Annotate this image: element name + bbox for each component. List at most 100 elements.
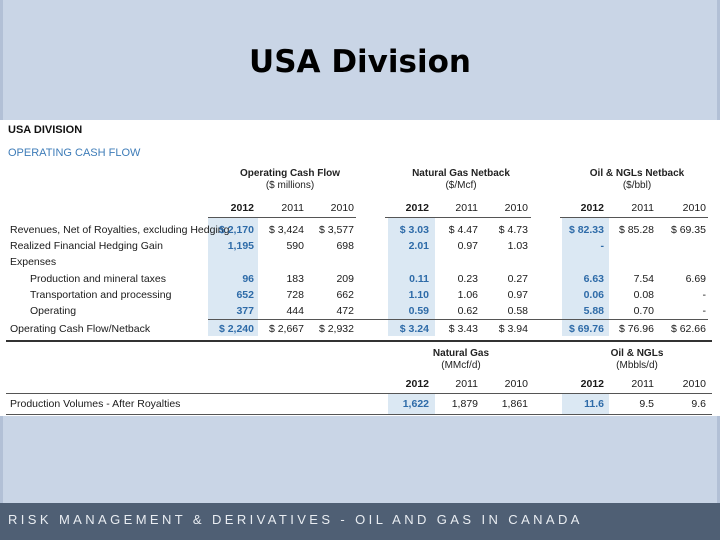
table-cell: $ 69.35	[670, 224, 706, 236]
group-unit: ($ millions)	[265, 180, 315, 191]
prod-value: 1,622	[402, 398, 429, 410]
table-cell: -	[702, 305, 707, 317]
prod-value: 11.6	[584, 398, 604, 410]
shade-col-oil-2012	[562, 218, 609, 336]
prod-group-oil: Oil & NGLs (Mbbls/d)	[572, 348, 702, 372]
table-cell: 1.10	[408, 289, 429, 301]
year-header: 2012	[580, 202, 604, 214]
year-header: 2010	[330, 202, 354, 214]
table-cell: 0.59	[408, 305, 429, 317]
row-label: Operating Cash Flow/Netback	[10, 323, 151, 335]
year-header: 2012	[405, 378, 429, 390]
slide-title: USA Division	[249, 44, 471, 80]
table-cell: 6.69	[685, 273, 706, 285]
table-cell: 0.97	[457, 240, 478, 252]
production-label: Production Volumes - After Royalties	[10, 398, 181, 410]
header-rule	[385, 217, 531, 218]
row-label: Expenses	[10, 256, 57, 268]
table-cell: 0.97	[507, 289, 528, 301]
table-cell: 209	[336, 273, 354, 285]
group-oil-netback: Oil & NGLs Netback ($/bbl)	[572, 168, 702, 192]
row-label: Realized Financial Hedging Gain	[10, 240, 163, 252]
year-header: 2011	[631, 378, 654, 390]
table-cell: $ 2,240	[218, 323, 254, 335]
table-cell: $ 62.66	[670, 323, 706, 335]
table-cell: -	[702, 289, 707, 301]
table-cell: $ 2,170	[218, 224, 254, 236]
group-unit: (MMcf/d)	[441, 360, 481, 371]
table-cell: 0.70	[633, 305, 654, 317]
table-cell: $ 82.33	[568, 224, 604, 236]
table-cell: $ 76.96	[618, 323, 654, 335]
prod-value: 9.5	[639, 398, 654, 410]
table-cell: 0.06	[583, 289, 604, 301]
table-cell: 0.62	[457, 305, 478, 317]
table-cell: $ 2,667	[268, 323, 304, 335]
division-table: USA DIVISION OPERATING CASH FLOW Operati…	[0, 120, 720, 416]
table-cell: 0.58	[507, 305, 528, 317]
year-header: 2011	[455, 202, 478, 214]
year-header: 2010	[682, 378, 706, 390]
subtotal-rule	[208, 319, 708, 320]
table-cell: $ 3,577	[318, 224, 354, 236]
table-cell: 590	[286, 240, 304, 252]
group-title: Natural Gas Netback	[412, 168, 510, 179]
year-header: 2010	[504, 378, 528, 390]
section-rule	[6, 340, 712, 342]
header-rule	[208, 217, 356, 218]
table-cell: 1.06	[457, 289, 478, 301]
row-label: Operating	[30, 305, 77, 317]
group-title: Natural Gas	[432, 348, 490, 359]
shade-col-ocf-2012	[208, 218, 258, 336]
table-cell: $ 3.24	[399, 323, 429, 335]
group-gas-netback: Natural Gas Netback ($/Mcf)	[396, 168, 526, 192]
table-cell: 0.08	[633, 289, 654, 301]
year-header: 2012	[405, 202, 429, 214]
shade-prod-gas-2012	[388, 394, 435, 414]
table-cell: 0.27	[507, 273, 528, 285]
row-label: Transportation and processing	[30, 289, 172, 301]
year-header: 2011	[455, 378, 478, 390]
group-title: Operating Cash Flow	[239, 168, 340, 179]
row-label: Production and mineral taxes	[30, 273, 166, 285]
table-cell: $ 2,932	[318, 323, 354, 335]
table-heading: USA DIVISION	[8, 124, 83, 136]
year-header: 2011	[631, 202, 654, 214]
table-cell: $ 3,424	[268, 224, 304, 236]
prod-header-rule	[6, 393, 712, 394]
shade-col-gas-2012	[388, 218, 435, 336]
group-title: Oil & NGLs Netback	[589, 168, 685, 179]
shade-prod-oil-2012	[562, 394, 609, 414]
table-cell: $ 4.73	[498, 224, 528, 236]
table-cell: 0.23	[457, 273, 478, 285]
table-subheading: OPERATING CASH FLOW	[8, 147, 141, 159]
table-cell: 377	[236, 305, 254, 317]
table-cell: 2.01	[408, 240, 429, 252]
prod-group-gas: Natural Gas (MMcf/d)	[396, 348, 526, 372]
table-cell: 444	[286, 305, 304, 317]
table-cell: 698	[336, 240, 354, 252]
table-cell: 472	[336, 305, 354, 317]
table-cell: 96	[242, 273, 254, 285]
table-cell: 7.54	[633, 273, 654, 285]
year-header: 2010	[682, 202, 706, 214]
table-cell: 0.11	[409, 273, 429, 285]
table-cell: 6.63	[583, 273, 604, 285]
table-cell: 1,195	[227, 240, 254, 252]
table-cell: -	[600, 240, 605, 252]
table-cell: $ 4.47	[448, 224, 478, 236]
table-bottom-rule	[6, 414, 712, 415]
table-cell: 183	[286, 273, 304, 285]
group-unit: (Mbbls/d)	[616, 360, 658, 371]
group-unit: ($/Mcf)	[445, 180, 477, 191]
table-cell: $ 3.03	[399, 224, 429, 236]
group-title: Oil & NGLs	[610, 348, 664, 359]
group-ocf: Operating Cash Flow ($ millions)	[225, 168, 355, 192]
table-cell: 662	[336, 289, 354, 301]
table-cell: 728	[286, 289, 304, 301]
prod-value: 1,861	[501, 398, 528, 410]
group-unit: ($/bbl)	[622, 180, 652, 191]
year-header: 2010	[504, 202, 528, 214]
table-cell: 5.88	[583, 305, 604, 317]
footer-text: RISK MANAGEMENT & DERIVATIVES - OIL AND …	[8, 512, 583, 527]
